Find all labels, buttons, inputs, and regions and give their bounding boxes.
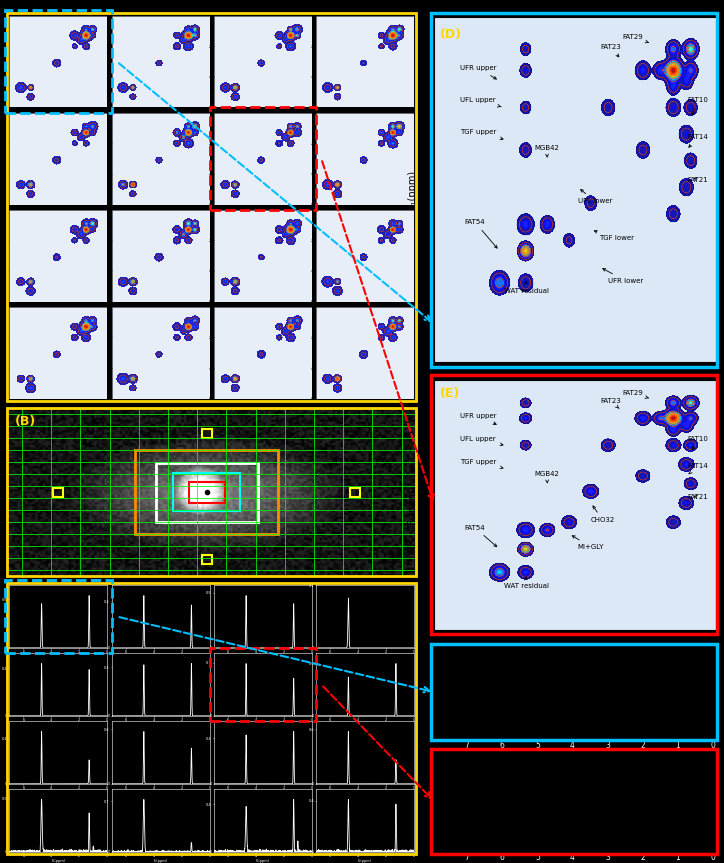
Text: UFL upper: UFL upper bbox=[460, 437, 503, 445]
Text: FAT10: FAT10 bbox=[687, 98, 708, 115]
Text: FAT29: FAT29 bbox=[622, 390, 649, 399]
Text: (A): (A) bbox=[10, 381, 32, 395]
X-axis label: F₂(ppm): F₂(ppm) bbox=[51, 859, 65, 862]
Text: FAT14: FAT14 bbox=[687, 135, 708, 148]
Y-axis label: a.u.: a.u. bbox=[442, 792, 452, 811]
Text: (D): (D) bbox=[440, 28, 462, 41]
Text: FAT29: FAT29 bbox=[622, 34, 649, 43]
Text: FAT23: FAT23 bbox=[603, 719, 626, 728]
Text: UFR lower: UFR lower bbox=[603, 268, 644, 284]
Text: FAT54: FAT54 bbox=[465, 525, 497, 546]
X-axis label: F₂(ppm): F₂(ppm) bbox=[153, 406, 168, 410]
Text: (F): (F) bbox=[434, 646, 452, 656]
Bar bbox=[189, 482, 224, 503]
X-axis label: F₂(ppm): F₂(ppm) bbox=[358, 406, 372, 410]
Text: TGF upper: TGF upper bbox=[460, 459, 503, 469]
Text: WAT residual: WAT residual bbox=[504, 281, 549, 294]
Y-axis label: F₁
(ppm): F₁ (ppm) bbox=[0, 154, 4, 164]
Text: FAT21: FAT21 bbox=[687, 177, 708, 183]
Text: FAT10: FAT10 bbox=[670, 712, 693, 721]
X-axis label: F₂(ppm): F₂(ppm) bbox=[51, 406, 65, 410]
Bar bbox=[156, 463, 258, 522]
Text: FAT14: FAT14 bbox=[687, 463, 708, 474]
Text: (G): (G) bbox=[434, 754, 454, 764]
X-axis label: F₂(ppm): F₂(ppm) bbox=[556, 383, 595, 394]
Text: FAT54: FAT54 bbox=[512, 715, 534, 724]
Text: FAT14: FAT14 bbox=[656, 644, 678, 652]
Text: UFR upper: UFR upper bbox=[460, 413, 497, 425]
Y-axis label: F₁
(ppm): F₁ (ppm) bbox=[0, 348, 4, 358]
Y-axis label: F₁(ppm): F₁(ppm) bbox=[407, 170, 417, 210]
Text: TGF upper: TGF upper bbox=[460, 129, 503, 140]
Bar bbox=[54, 488, 64, 496]
Y-axis label: F₁
(ppm): F₁ (ppm) bbox=[0, 250, 4, 261]
Text: CHO32: CHO32 bbox=[591, 506, 615, 523]
Bar bbox=[135, 450, 278, 534]
Bar bbox=[201, 556, 211, 564]
Text: (C): (C) bbox=[10, 590, 31, 603]
Text: FAT10: FAT10 bbox=[687, 437, 708, 450]
Y-axis label: F₁(ppm): F₁(ppm) bbox=[407, 485, 417, 525]
Text: (E): (E) bbox=[440, 387, 460, 400]
X-axis label: F₂(ppm): F₂(ppm) bbox=[153, 859, 168, 862]
Text: MGB42: MGB42 bbox=[534, 471, 559, 483]
Text: MI+GLY: MI+GLY bbox=[572, 536, 605, 550]
Text: MGB42: MGB42 bbox=[534, 145, 559, 157]
X-axis label: F₂(ppm): F₂(ppm) bbox=[256, 406, 270, 410]
Text: WAT residual: WAT residual bbox=[504, 576, 549, 589]
Y-axis label: F₁
(ppm): F₁ (ppm) bbox=[0, 56, 4, 66]
X-axis label: F₂(ppm): F₂(ppm) bbox=[256, 859, 270, 862]
Text: WATER: WATER bbox=[534, 754, 561, 764]
Text: UFL lower: UFL lower bbox=[578, 190, 612, 205]
Text: UFR upper: UFR upper bbox=[460, 66, 497, 79]
Text: FAT14: FAT14 bbox=[656, 828, 678, 838]
Text: FAT23: FAT23 bbox=[600, 398, 621, 408]
Text: WATER: WATER bbox=[534, 665, 561, 673]
Y-axis label: a.u.: a.u. bbox=[434, 683, 445, 702]
Text: TGF lower: TGF lower bbox=[594, 230, 634, 242]
X-axis label: F₂(ppm): F₂(ppm) bbox=[556, 651, 595, 661]
Text: (B): (B) bbox=[15, 415, 36, 428]
Bar bbox=[201, 429, 211, 438]
X-axis label: F₂(ppm): F₂(ppm) bbox=[358, 859, 372, 862]
Text: FAT23: FAT23 bbox=[600, 44, 621, 57]
Text: UFL upper: UFL upper bbox=[460, 98, 501, 107]
Bar bbox=[174, 474, 240, 511]
X-axis label: F₂(ppm): F₂(ppm) bbox=[571, 752, 610, 761]
Text: FAT54: FAT54 bbox=[465, 219, 497, 249]
Bar bbox=[350, 488, 360, 496]
Text: FAT21: FAT21 bbox=[687, 494, 708, 500]
